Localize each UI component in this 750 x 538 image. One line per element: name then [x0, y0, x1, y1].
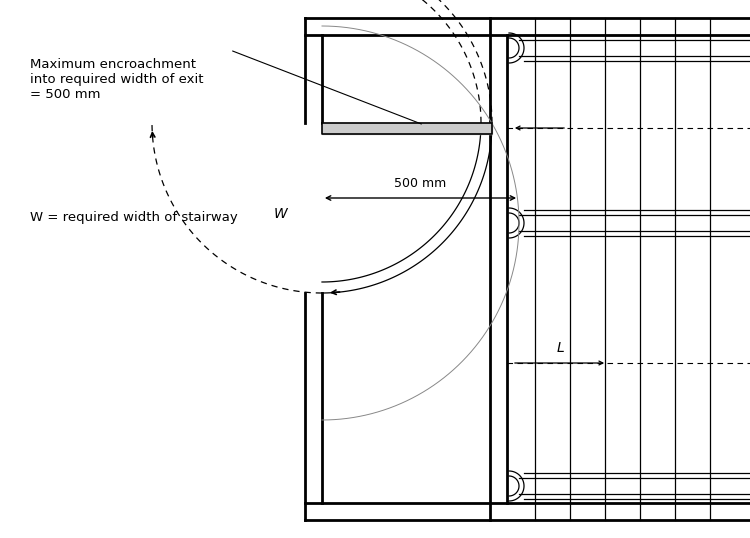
Text: 500 mm: 500 mm: [394, 177, 447, 190]
Polygon shape: [322, 123, 492, 134]
Text: W: W: [274, 207, 287, 221]
Text: Maximum encroachment
into required width of exit
= 500 mm: Maximum encroachment into required width…: [30, 58, 203, 101]
Text: L: L: [557, 341, 565, 355]
Text: W = required width of stairway: W = required width of stairway: [30, 211, 238, 224]
